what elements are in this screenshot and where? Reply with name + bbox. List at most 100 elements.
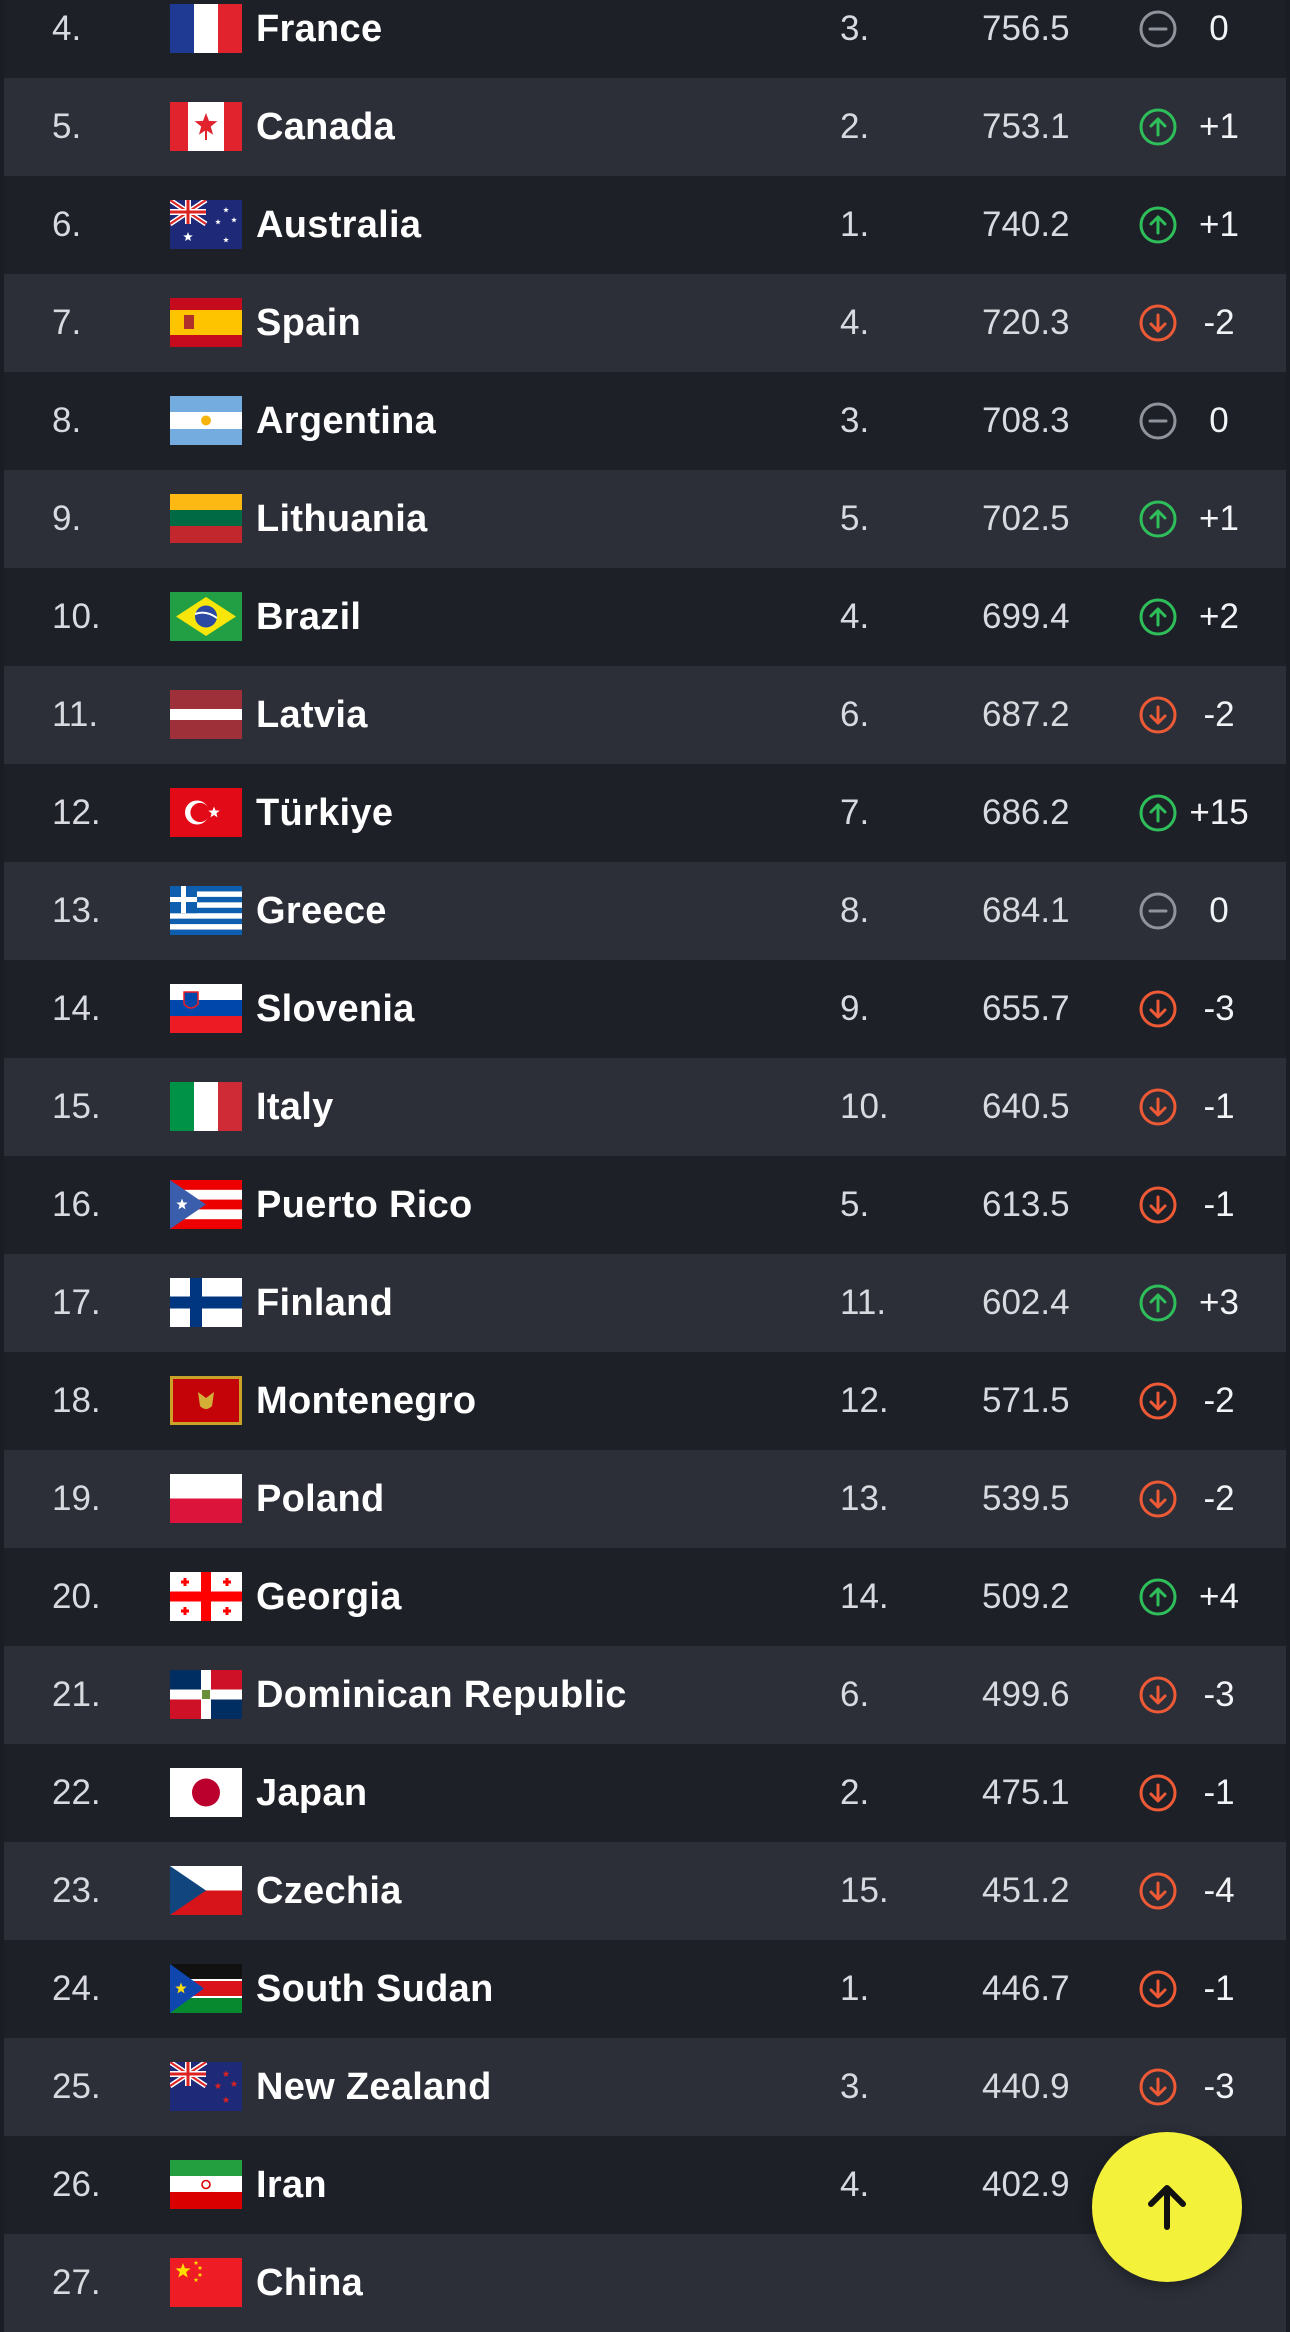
country-name[interactable]: Argentina [256, 400, 437, 442]
conference-rank: 15. [840, 1871, 889, 1910]
points: 720.3 [982, 303, 1070, 342]
tr-flag-icon [170, 788, 242, 837]
country-name[interactable]: Spain [256, 302, 361, 344]
rank: 18. [52, 1381, 101, 1420]
conference-rank: 10. [840, 1087, 889, 1126]
ca-flag-icon [170, 102, 242, 151]
country-name[interactable]: Brazil [256, 596, 362, 638]
table-row[interactable]: 10. Brazil 4. 699.4 +2 [4, 568, 1286, 666]
country-name[interactable]: France [256, 8, 383, 50]
arrow-down-circle-icon [1138, 989, 1178, 1029]
country-name[interactable]: Japan [256, 1772, 368, 1814]
table-row[interactable]: 26. Iran 4. 402.9 [4, 2136, 1286, 2234]
table-row[interactable]: 25. New Zealand 3. 440.9 -3 [4, 2038, 1286, 2136]
country-name[interactable]: Italy [256, 1086, 334, 1128]
country-name[interactable]: Puerto Rico [256, 1184, 473, 1226]
table-row[interactable]: 15. Italy 10. 640.5 -1 [4, 1058, 1286, 1156]
arrow-down-circle-icon [1138, 1871, 1178, 1911]
table-row[interactable]: 13. Greece 8. 684.1 0 [4, 862, 1286, 960]
table-row[interactable]: 23. Czechia 15. 451.2 -4 [4, 1842, 1286, 1940]
conference-rank: 2. [840, 107, 870, 146]
points: 446.7 [982, 1969, 1070, 2008]
rank: 19. [52, 1479, 101, 1518]
country-name[interactable]: Georgia [256, 1576, 402, 1618]
arrow-down-circle-icon [1138, 1185, 1178, 1225]
country-name[interactable]: Montenegro [256, 1380, 477, 1422]
do-flag-icon [170, 1670, 242, 1719]
table-row[interactable]: 24. South Sudan 1. 446.7 -1 [4, 1940, 1286, 2038]
conference-rank: 3. [840, 401, 870, 440]
country-name[interactable]: South Sudan [256, 1968, 494, 2010]
table-row[interactable]: 16. Puerto Rico 5. 613.5 -1 [4, 1156, 1286, 1254]
table-row[interactable]: 27. China [4, 2234, 1286, 2332]
rank: 6. [52, 205, 82, 244]
conference-rank: 1. [840, 1969, 870, 2008]
rank-change: -3 [1203, 2067, 1235, 2106]
country-name[interactable]: Finland [256, 1282, 394, 1324]
es-flag-icon [170, 298, 242, 347]
table-row[interactable]: 6. Australia 1. 740.2 +1 [4, 176, 1286, 274]
arrow-down-circle-icon [1138, 1381, 1178, 1421]
points: 509.2 [982, 1577, 1070, 1616]
country-name[interactable]: Latvia [256, 694, 368, 736]
jp-flag-icon [170, 1768, 242, 1817]
country-name[interactable]: Greece [256, 890, 387, 932]
arrow-up-circle-icon [1138, 205, 1178, 245]
table-row[interactable]: 9. Lithuania 5. 702.5 +1 [4, 470, 1286, 568]
rank-change: -3 [1203, 989, 1235, 1028]
country-name[interactable]: Dominican Republic [256, 1674, 627, 1716]
rank-change: 0 [1209, 891, 1229, 930]
table-row[interactable]: 11. Latvia 6. 687.2 -2 [4, 666, 1286, 764]
table-row[interactable]: 18. Montenegro 12. 571.5 -2 [4, 1352, 1286, 1450]
conference-rank: 7. [840, 793, 870, 832]
country-name[interactable]: Canada [256, 106, 396, 148]
country-name[interactable]: Lithuania [256, 498, 428, 540]
rank-change: -2 [1203, 695, 1235, 734]
minus-circle-icon [1138, 9, 1178, 49]
points: 655.7 [982, 989, 1070, 1028]
table-row[interactable]: 7. Spain 4. 720.3 -2 [4, 274, 1286, 372]
table-row[interactable]: 22. Japan 2. 475.1 -1 [4, 1744, 1286, 1842]
country-name[interactable]: Poland [256, 1478, 385, 1520]
arrow-down-circle-icon [1138, 1479, 1178, 1519]
rank: 16. [52, 1185, 101, 1224]
table-row[interactable]: 17. Finland 11. 602.4 +3 [4, 1254, 1286, 1352]
rank: 10. [52, 597, 101, 636]
country-name[interactable]: Slovenia [256, 988, 415, 1030]
points: 539.5 [982, 1479, 1070, 1518]
points: 451.2 [982, 1871, 1070, 1910]
table-row[interactable]: 5. Canada 2. 753.1 +1 [4, 78, 1286, 176]
table-row[interactable]: 14. Slovenia 9. 655.7 -3 [4, 960, 1286, 1058]
country-name[interactable]: New Zealand [256, 2066, 492, 2108]
minus-circle-icon [1138, 891, 1178, 931]
conference-rank: 13. [840, 1479, 889, 1518]
scroll-to-top-button[interactable] [1092, 2132, 1242, 2282]
table-row[interactable]: 19. Poland 13. 539.5 -2 [4, 1450, 1286, 1548]
arrow-up-circle-icon [1138, 107, 1178, 147]
country-name[interactable]: China [256, 2262, 364, 2304]
points: 687.2 [982, 695, 1070, 734]
country-name[interactable]: Australia [256, 204, 422, 246]
points: 702.5 [982, 499, 1070, 538]
table-row[interactable]: 12. Türkiye 7. 686.2 +15 [4, 764, 1286, 862]
table-row[interactable]: 21. Dominican Republic 6. 499.6 -3 [4, 1646, 1286, 1744]
table-row[interactable]: 20. Georgia 14. 509.2 +4 [4, 1548, 1286, 1646]
rank-change: -2 [1203, 303, 1235, 342]
arrow-down-circle-icon [1138, 1675, 1178, 1715]
br-flag-icon [170, 592, 242, 641]
points: 708.3 [982, 401, 1070, 440]
conference-rank: 4. [840, 597, 870, 636]
ir-flag-icon [170, 2160, 242, 2209]
rank: 11. [52, 695, 99, 734]
table-row[interactable]: 8. Argentina 3. 708.3 0 [4, 372, 1286, 470]
country-name[interactable]: Iran [256, 2164, 327, 2206]
arrow-up-circle-icon [1138, 1577, 1178, 1617]
arrow-down-circle-icon [1138, 303, 1178, 343]
country-name[interactable]: Czechia [256, 1870, 402, 1912]
country-name[interactable]: Türkiye [256, 792, 394, 834]
table-row[interactable]: 4. France 3. 756.5 0 [4, 0, 1286, 78]
rank-change: 0 [1209, 9, 1229, 48]
points: 640.5 [982, 1087, 1070, 1126]
rank: 8. [52, 401, 82, 440]
gr-flag-icon [170, 886, 242, 935]
